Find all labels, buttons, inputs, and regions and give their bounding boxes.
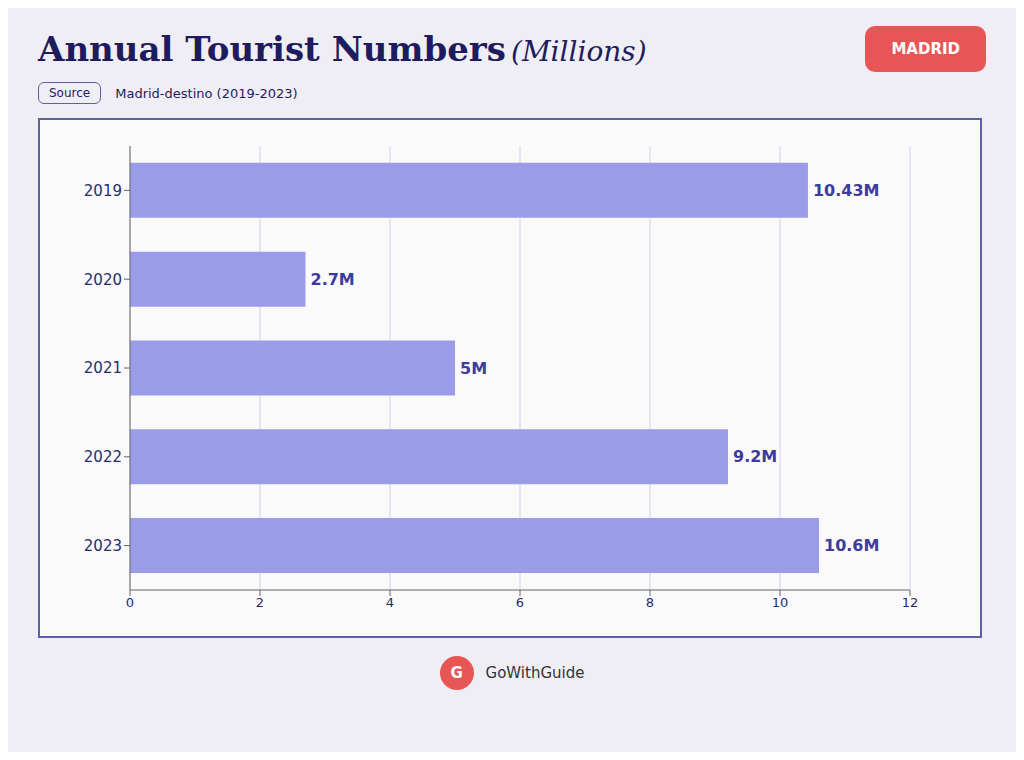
html-text:GoWithGuide: GoWithGuide bbox=[485, 664, 585, 682]
svg-text:2: 2 bbox=[256, 595, 264, 610]
svg-text:2023: 2023 bbox=[84, 537, 122, 555]
html-text:Madrid-destino (2019-2023): Madrid-destino (2019-2023) bbox=[115, 85, 298, 101]
svg-text:6: 6 bbox=[516, 595, 524, 610]
svg-text:2020: 2020 bbox=[84, 271, 122, 289]
svg-text:2019: 2019 bbox=[84, 182, 122, 200]
svg-text:5M: 5M bbox=[460, 359, 487, 378]
svg-text:8: 8 bbox=[646, 595, 654, 610]
svg-text:4: 4 bbox=[386, 595, 394, 610]
svg-text:10.43M: 10.43M bbox=[813, 181, 880, 200]
html-text:Annual Tourist Numbers(Million: Annual Tourist Numbers(Millions) bbox=[38, 29, 647, 69]
html-text:Source: Source bbox=[49, 86, 91, 100]
svg-text:10.6M: 10.6M bbox=[824, 536, 879, 555]
svg-text:0: 0 bbox=[126, 595, 134, 610]
html-text:G: G bbox=[450, 664, 463, 682]
svg-text:2021: 2021 bbox=[84, 359, 122, 377]
svg-text:2.7M: 2.7M bbox=[311, 270, 355, 289]
html-text:MADRID: MADRID bbox=[891, 40, 960, 58]
svg-text:12: 12 bbox=[902, 595, 919, 610]
svg-text:10: 10 bbox=[772, 595, 789, 610]
svg-text:9.2M: 9.2M bbox=[733, 447, 777, 466]
svg-text:2022: 2022 bbox=[84, 448, 122, 466]
